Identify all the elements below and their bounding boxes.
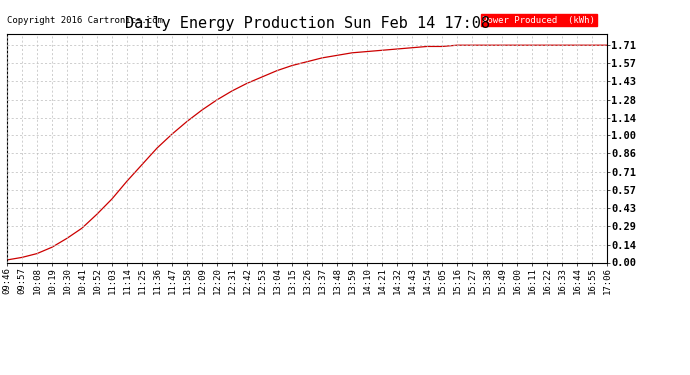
Text: Power Produced  (kWh): Power Produced (kWh) xyxy=(482,16,595,25)
Text: Copyright 2016 Cartronics.com: Copyright 2016 Cartronics.com xyxy=(7,16,163,25)
Title: Daily Energy Production Sun Feb 14 17:08: Daily Energy Production Sun Feb 14 17:08 xyxy=(125,16,489,31)
